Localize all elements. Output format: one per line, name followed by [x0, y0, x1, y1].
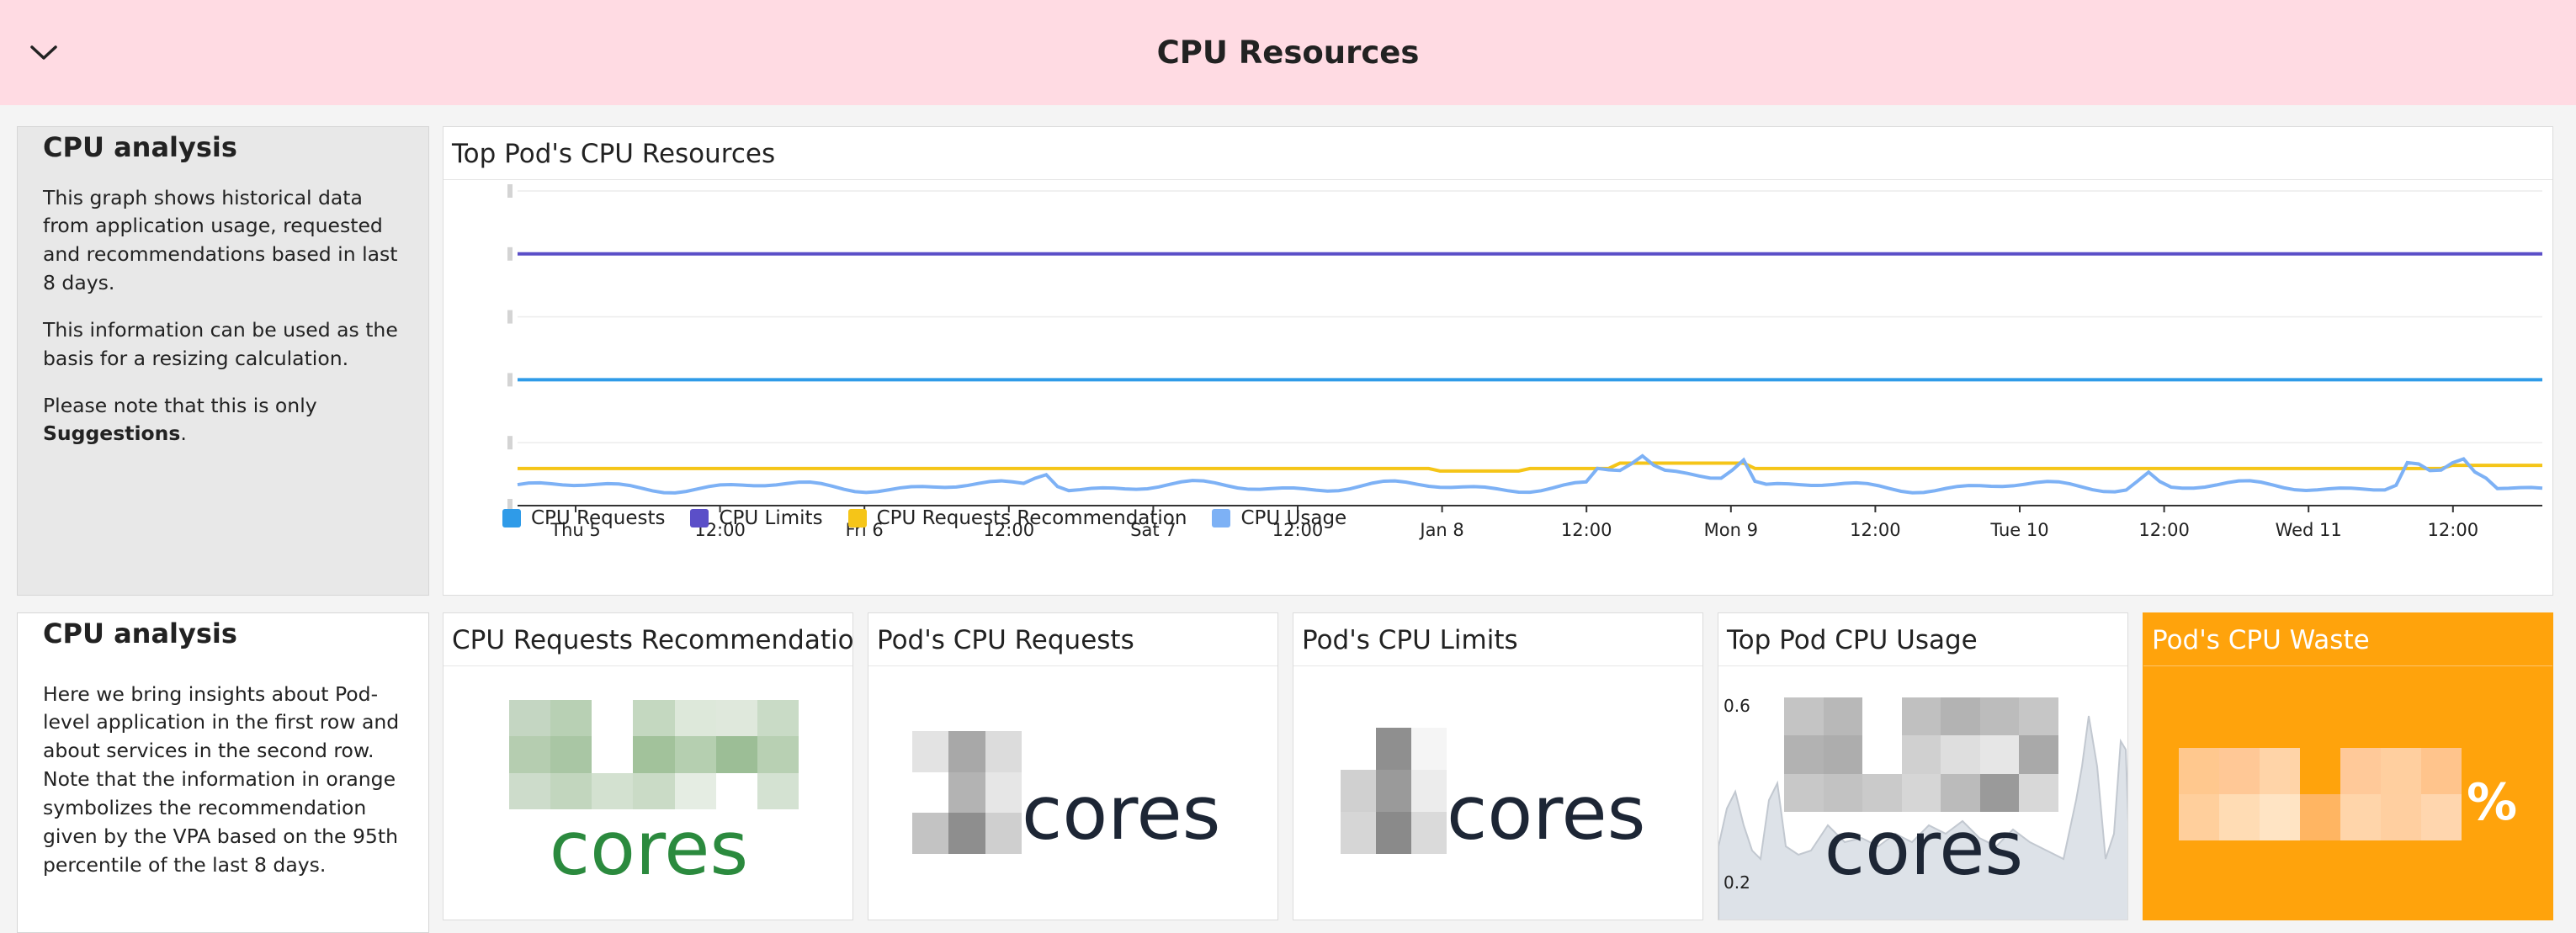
stat-unit: cores [549, 805, 749, 892]
x-tick-label: Wed 11 [2276, 520, 2342, 540]
panel-divider [443, 179, 2552, 180]
note-paragraph-2: This information can be used as the basi… [43, 317, 398, 370]
legend-item-cpu-limits[interactable]: CPU Limits [690, 507, 823, 529]
panel-title: Pod's CPU Waste [2152, 625, 2370, 655]
x-tick-label: 12:00 [1850, 520, 1901, 540]
series-line-cpu-usage[interactable] [517, 453, 2543, 495]
legend-label: CPU Requests Recommendation [876, 507, 1187, 529]
stat-unit: cores [1447, 770, 1646, 856]
panel-divider [868, 665, 1277, 666]
redacted-value [509, 700, 799, 809]
cpu-requests-recommendation-panel[interactable]: CPU Requests Recommendation cores [443, 612, 853, 920]
x-tick-label: Sat 7 [1130, 520, 1176, 540]
panel-title: CPU Requests Recommendation [452, 625, 853, 655]
redacted-value [2179, 748, 2462, 840]
panel-title: Pod's CPU Requests [877, 625, 1134, 655]
stat-unit: cores [1824, 805, 2024, 892]
x-tick-label: 12:00 [1272, 520, 1324, 540]
y-tick-label [507, 436, 513, 450]
redacted-value [912, 731, 1022, 854]
panel-title: Top Pod CPU Usage [1727, 625, 1978, 655]
panel-title: Top Pod's CPU Resources [452, 139, 776, 169]
chart-legend: CPU Requests CPU Limits CPU Requests Rec… [502, 507, 1346, 529]
y-tick-label [507, 310, 513, 324]
x-tick-label: 12:00 [1561, 520, 1612, 540]
legend-item-cpu-requests-recommendation[interactable]: CPU Requests Recommendation [847, 507, 1187, 529]
redacted-value [1341, 728, 1447, 854]
pod-cpu-limits-panel[interactable]: Pod's CPU Limits cores [1293, 612, 1703, 920]
note-heading: CPU analysis [43, 618, 237, 649]
note-paragraph-1: This graph shows historical data from ap… [43, 185, 398, 295]
note-paragraph-3: Please note that this is only Suggestion… [43, 392, 410, 449]
row-title: CPU Resources [1156, 34, 1420, 71]
cpu-analysis-note-bottom: CPU analysis Here we bring insights abou… [17, 612, 429, 933]
legend-swatch [847, 509, 867, 527]
x-tick-label: Thu 5 [550, 520, 600, 540]
redacted-value [1784, 697, 2058, 812]
cpu-resources-chart[interactable]: Thu 5 12:00 Fri 6 12:00 Sat 7 12:00 Jan 8 12:00… [443, 179, 2553, 549]
x-tick-label: Jan 8 [1418, 520, 1463, 540]
note-paragraph-1: Here we bring insights about Pod-level a… [43, 681, 400, 877]
usage-y-top-label: 0.6 [1724, 696, 1750, 716]
cpu-analysis-note-top: CPU analysis This graph shows historical… [17, 126, 429, 596]
panel-divider [2143, 665, 2552, 666]
y-tick-label [507, 499, 513, 512]
note-text: . [180, 421, 187, 446]
top-pod-cpu-usage-panel[interactable]: Top Pod CPU Usage 0.6 0.2 cores [1718, 612, 2128, 920]
y-tick-label [507, 247, 513, 261]
legend-label: CPU Usage [1240, 507, 1347, 529]
stat-unit: % [2467, 773, 2518, 832]
x-tick-label: Tue 10 [1989, 520, 2048, 540]
row-header: CPU Resources [0, 0, 2576, 105]
x-tick-label: 12:00 [2138, 520, 2190, 540]
pod-cpu-waste-panel[interactable]: Pod's CPU Waste % [2143, 612, 2553, 920]
panel-divider [443, 665, 852, 666]
legend-swatch [690, 509, 709, 527]
panel-divider [1293, 665, 1702, 666]
panel-title: Pod's CPU Limits [1302, 625, 1518, 655]
pod-cpu-requests-panel[interactable]: Pod's CPU Requests cores [868, 612, 1278, 920]
note-text: Please note that this is only [43, 393, 317, 417]
legend-swatch [1212, 509, 1231, 527]
chevron-down-icon[interactable] [20, 29, 67, 76]
legend-swatch [502, 509, 521, 527]
note-heading: CPU analysis [43, 131, 237, 163]
legend-label: CPU Limits [719, 507, 823, 529]
legend-item-cpu-requests[interactable]: CPU Requests [502, 507, 665, 529]
stat-unit: cores [1022, 770, 1221, 856]
x-tick-label: 12:00 [2428, 520, 2479, 540]
legend-item-cpu-usage[interactable]: CPU Usage [1212, 507, 1346, 529]
usage-y-bottom-label: 0.2 [1724, 872, 1750, 893]
usage-sparkline [1718, 715, 2127, 920]
series-line-cpu-requests-recommendation[interactable] [518, 461, 2542, 473]
x-tick-label: 12:00 [984, 520, 1035, 540]
y-tick-label [507, 373, 513, 387]
note-bold-text: Suggestions [43, 421, 181, 446]
panel-divider [1718, 665, 2127, 666]
legend-label: CPU Requests [531, 507, 666, 529]
x-tick-label: Mon 9 [1704, 520, 1758, 540]
y-tick-label [507, 184, 513, 198]
